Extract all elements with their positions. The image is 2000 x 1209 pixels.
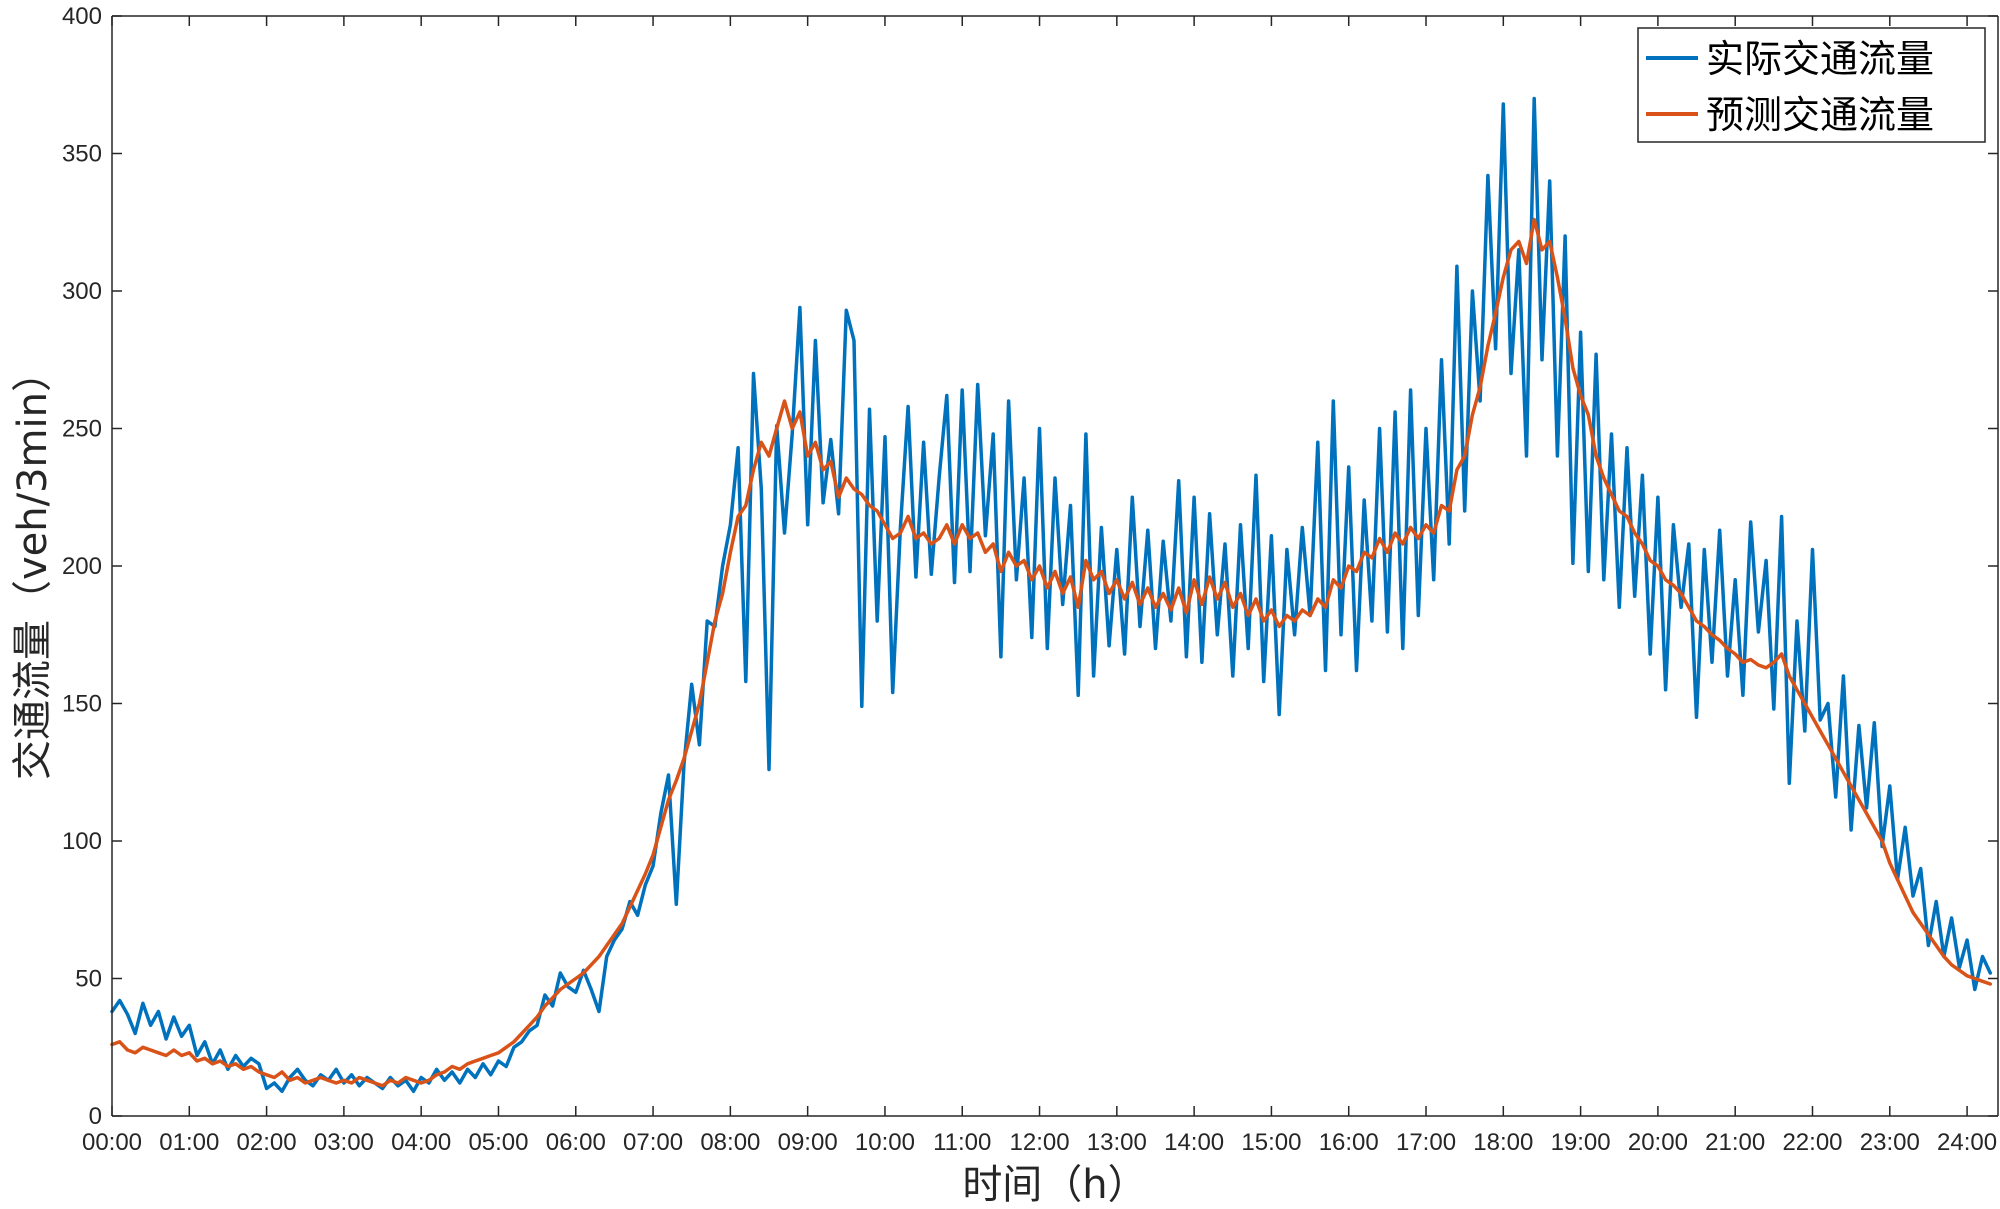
x-tick-label: 18:00 [1473, 1129, 1533, 1156]
tick-layer: 00:00 01:00 02:00 03:00 04:00 05:00 06:00 07:00… [62, 3, 1998, 1156]
x-tick-label: 21:00 [1705, 1129, 1765, 1156]
y-tick-label: 0 [89, 1103, 102, 1130]
x-tick-label: 05:00 [468, 1129, 528, 1156]
x-tick-label: 03:00 [314, 1129, 374, 1156]
x-tick-label: 12:00 [1010, 1129, 1070, 1156]
y-axis-title: 交通流量（veh/3min） [10, 352, 56, 780]
x-tick-label: 14:00 [1164, 1129, 1224, 1156]
x-tick-label: 08:00 [700, 1129, 760, 1156]
x-axis-title: 时间（h） [962, 1162, 1147, 1208]
x-tick-label: 16:00 [1319, 1129, 1379, 1156]
legend-label-actual: 实际交通流量 [1706, 37, 1934, 81]
y-tick-label: 300 [62, 278, 102, 305]
legend: 实际交通流量 预测交通流量 [1637, 27, 1986, 143]
series-line-predicted [110, 217, 1993, 1088]
x-tick-label: 04:00 [391, 1129, 451, 1156]
y-tick-label: 400 [62, 3, 102, 30]
y-tick-label: 200 [62, 553, 102, 580]
y-tick-label: 250 [62, 416, 102, 443]
series-layer [110, 96, 1993, 1094]
x-tick-label: 07:00 [623, 1129, 683, 1156]
x-tick-label: 17:00 [1396, 1129, 1456, 1156]
y-tick-label: 350 [62, 141, 102, 168]
x-tick-label: 23:00 [1860, 1129, 1920, 1156]
x-tick-label: 02:00 [237, 1129, 297, 1156]
x-tick-label: 13:00 [1087, 1129, 1147, 1156]
x-tick-label: 09:00 [778, 1129, 838, 1156]
legend-box [1637, 27, 1986, 143]
x-tick-label: 20:00 [1628, 1129, 1688, 1156]
y-tick-label: 50 [75, 966, 102, 993]
x-tick-label: 15:00 [1241, 1129, 1301, 1156]
legend-label-predicted: 预测交通流量 [1706, 93, 1934, 137]
x-tick-label: 01:00 [159, 1129, 219, 1156]
x-tick-label: 10:00 [855, 1129, 915, 1156]
plot-area [112, 16, 1998, 1116]
x-tick-label: 00:00 [82, 1129, 142, 1156]
x-tick-label: 24:00 [1937, 1129, 1997, 1156]
x-tick-label: 11:00 [933, 1129, 991, 1156]
y-tick-label: 100 [62, 828, 102, 855]
y-tick-label: 150 [62, 691, 102, 718]
x-tick-label: 19:00 [1551, 1129, 1611, 1156]
x-tick-label: 22:00 [1782, 1129, 1842, 1156]
x-tick-label: 06:00 [546, 1129, 606, 1156]
